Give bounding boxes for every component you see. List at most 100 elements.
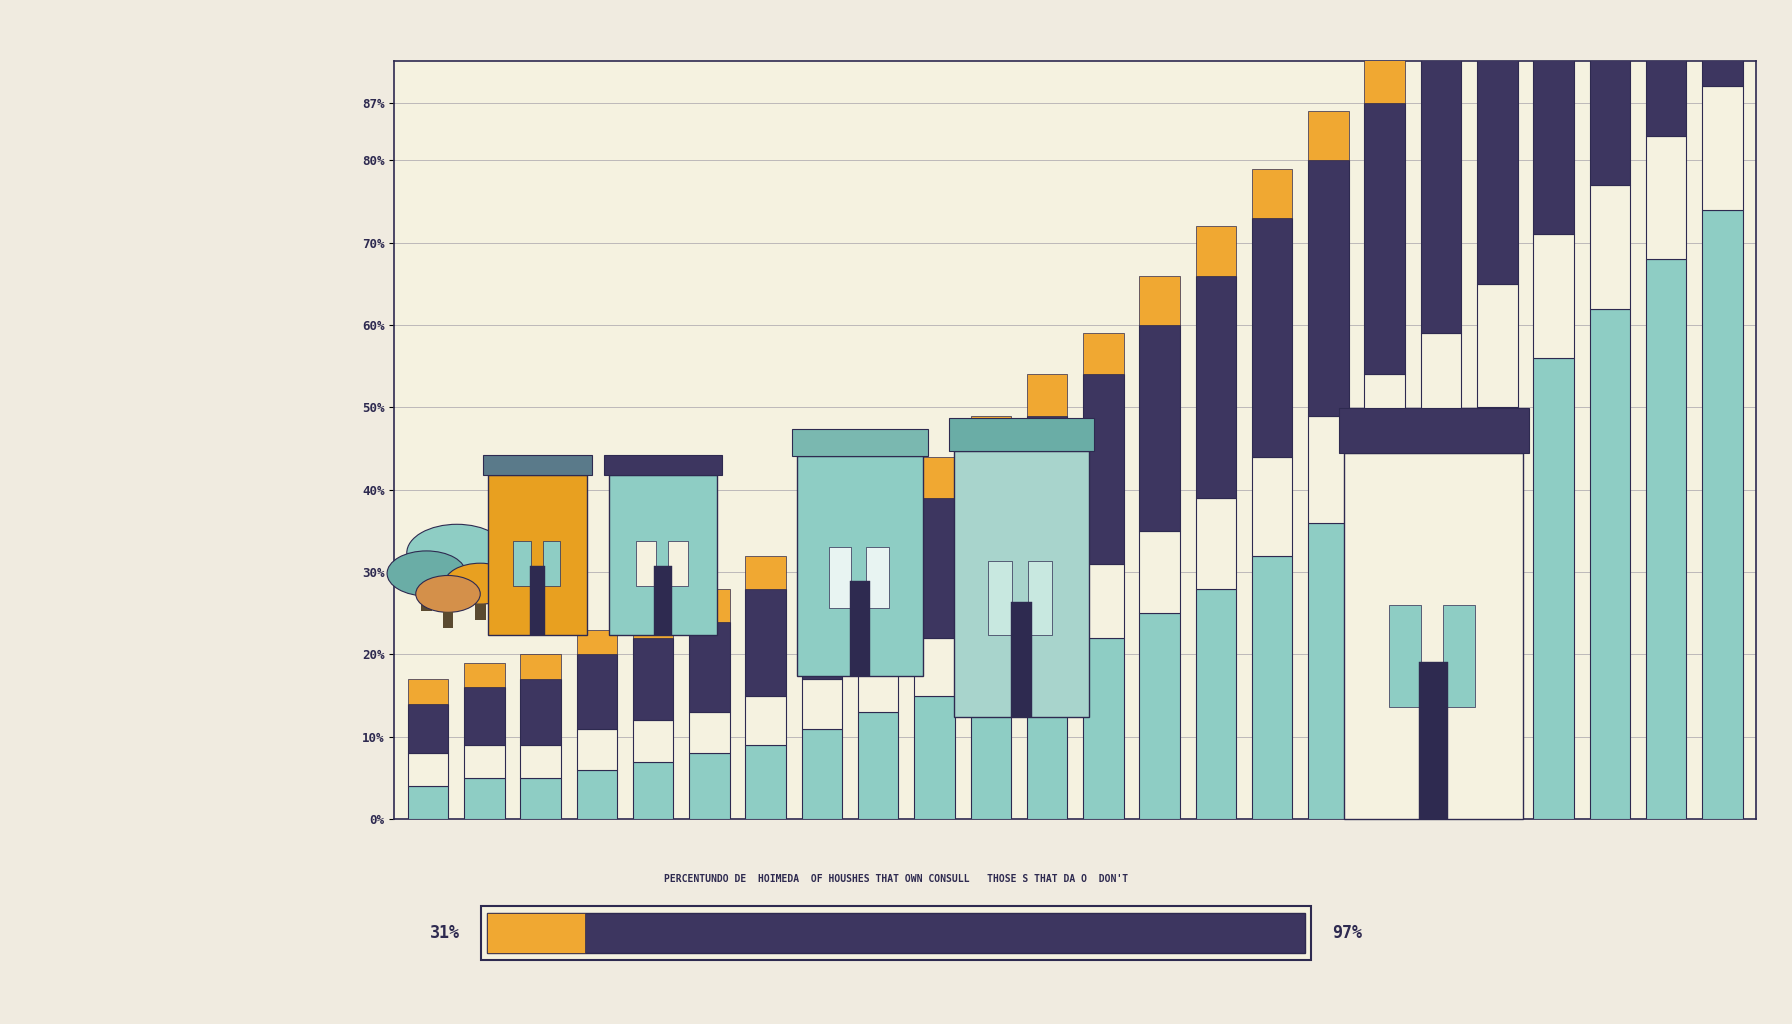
Bar [520, 745, 561, 778]
Bar [1702, 210, 1742, 819]
Bar [1534, 234, 1573, 358]
Bar [1308, 416, 1349, 522]
Text: PERCENTUNDO DE  HOIMEDA  OF HOUSHES THAT OWN CONSULL   THOSE S THAT DA O  DON'T: PERCENTUNDO DE HOIMEDA OF HOUSHES THAT O… [665, 873, 1127, 884]
Bar [1702, 86, 1742, 210]
Bar [464, 687, 505, 745]
Bar [452, 582, 462, 597]
Bar [745, 556, 787, 589]
Bar [914, 638, 955, 695]
Circle shape [444, 563, 516, 604]
Bar [1364, 102, 1405, 375]
Bar [858, 481, 898, 522]
Bar [636, 542, 656, 586]
Bar [520, 654, 561, 679]
Bar [633, 638, 674, 720]
Bar [1364, 489, 1405, 819]
Bar [1140, 530, 1179, 613]
Bar [513, 542, 530, 586]
Bar [1364, 375, 1405, 489]
Bar [1082, 375, 1124, 564]
Bar [1253, 457, 1292, 556]
Bar [867, 548, 889, 608]
Bar [1645, 259, 1686, 819]
Bar [443, 612, 453, 628]
Bar [801, 530, 842, 564]
Bar [1195, 498, 1236, 589]
Bar [914, 457, 955, 498]
Bar [690, 754, 729, 819]
Bar [484, 456, 591, 475]
Bar [690, 589, 729, 622]
Bar [1443, 605, 1475, 707]
Bar [792, 429, 928, 457]
Bar [987, 561, 1012, 635]
Bar [1590, 0, 1631, 185]
Bar [464, 778, 505, 819]
Bar [801, 679, 842, 729]
Bar [1029, 561, 1052, 635]
Bar [1195, 275, 1236, 498]
Bar [487, 913, 586, 953]
Bar [577, 654, 616, 729]
Bar [633, 605, 674, 638]
Bar [914, 498, 955, 638]
Bar [955, 451, 1090, 717]
Bar [801, 729, 842, 819]
Bar [530, 566, 545, 635]
Bar [604, 456, 722, 475]
Bar [1421, 333, 1460, 449]
Bar [1645, 0, 1686, 135]
Bar [633, 762, 674, 819]
Bar [464, 745, 505, 778]
Bar [654, 566, 672, 635]
Bar [745, 589, 787, 695]
Bar [950, 418, 1093, 451]
Bar [971, 613, 1011, 679]
Bar [1027, 375, 1068, 416]
Bar [971, 416, 1011, 457]
Bar [858, 522, 898, 654]
Bar [745, 745, 787, 819]
Bar [1645, 135, 1686, 259]
Bar [1477, 284, 1518, 408]
Bar [1308, 111, 1349, 161]
Circle shape [416, 575, 480, 612]
Bar [475, 604, 486, 620]
Bar [409, 786, 448, 819]
Bar [849, 582, 871, 676]
Bar [1590, 308, 1631, 819]
Bar [1421, 0, 1460, 45]
Bar [1421, 449, 1460, 819]
Bar [1195, 226, 1236, 275]
Bar [971, 457, 1011, 613]
Bar [1140, 325, 1179, 530]
Bar [487, 913, 1305, 953]
Bar [668, 542, 688, 586]
Bar [1253, 556, 1292, 819]
Bar [858, 712, 898, 819]
Bar [520, 778, 561, 819]
Bar [745, 695, 787, 745]
Bar [1308, 161, 1349, 416]
Bar [1389, 605, 1421, 707]
Bar [543, 542, 561, 586]
Bar [487, 475, 586, 635]
Bar [1534, 358, 1573, 819]
Bar [609, 475, 717, 635]
Bar [858, 654, 898, 712]
Circle shape [407, 524, 507, 582]
Bar [1195, 589, 1236, 819]
Bar [421, 596, 432, 611]
Bar [1421, 45, 1460, 333]
Bar [1027, 416, 1068, 589]
Bar [828, 548, 851, 608]
Bar [1308, 522, 1349, 819]
Bar [690, 712, 729, 754]
Bar [1027, 589, 1068, 663]
Bar [1364, 53, 1405, 102]
Bar [1082, 333, 1124, 375]
Bar [1253, 218, 1292, 457]
Bar [1140, 613, 1179, 819]
Bar [1253, 169, 1292, 218]
Bar [797, 457, 923, 676]
